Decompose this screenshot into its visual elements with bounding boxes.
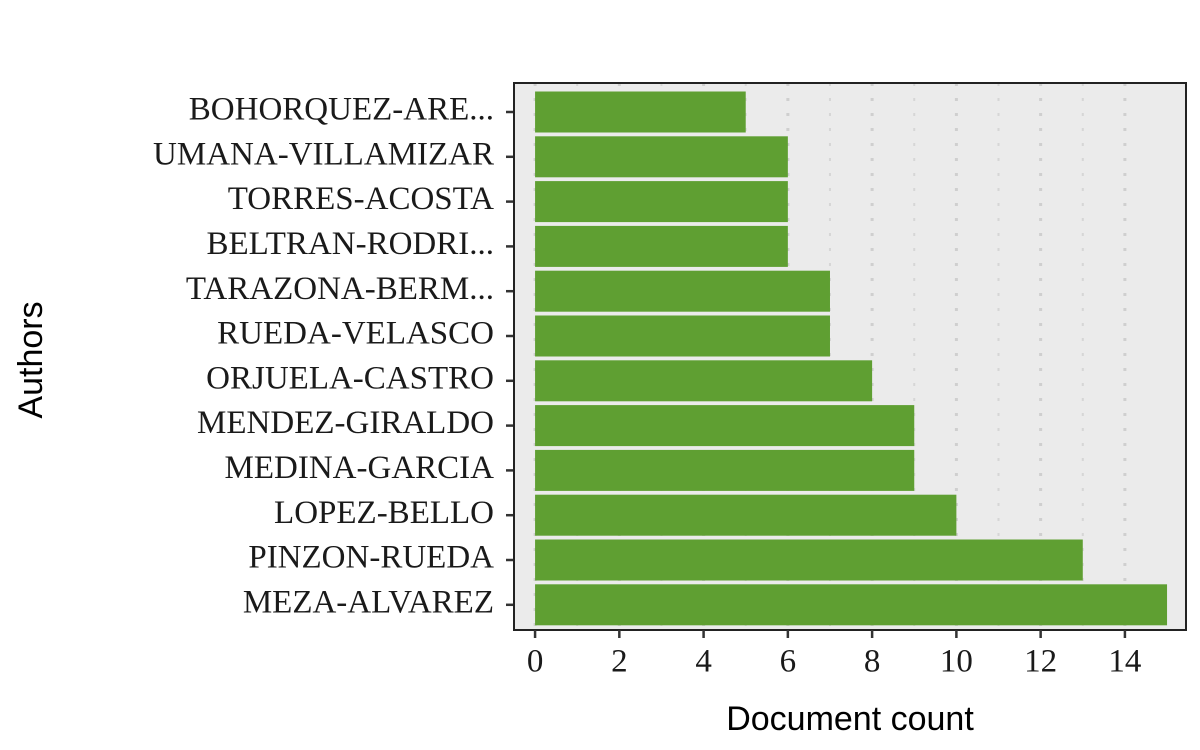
y-tick-label: MEZA-ALVAREZ (243, 584, 494, 620)
y-tick-label: TARAZONA-BERM... (186, 271, 494, 307)
bar (535, 584, 1168, 626)
y-tick-label: RUEDA-VELASCO (217, 316, 494, 352)
bar (535, 91, 746, 133)
bar (535, 270, 830, 312)
x-tick-label: 12 (1024, 644, 1057, 680)
bar (535, 360, 873, 402)
y-tick-label: MEDINA-GARCIA (225, 450, 495, 486)
y-tick-label: ORJUELA-CASTRO (206, 360, 494, 396)
bar (535, 136, 788, 178)
y-tick-label: BELTRAN-RODRI... (206, 226, 494, 262)
x-tick-label: 6 (780, 644, 797, 680)
x-tick-label: 10 (940, 644, 973, 680)
x-axis-title: Document count (726, 700, 974, 738)
y-tick-label: LOPEZ-BELLO (274, 495, 494, 531)
bar (535, 449, 915, 491)
x-tick-label: 4 (695, 644, 712, 680)
y-tick-label: TORRES-ACOSTA (228, 181, 494, 217)
x-tick-label: 14 (1108, 644, 1141, 680)
y-tick-label: PINZON-RUEDA (248, 540, 494, 576)
bar (535, 539, 1083, 581)
y-tick-label: MENDEZ-GIRALDO (197, 405, 494, 441)
y-axis-title: Authors (12, 301, 50, 418)
x-tick-label: 8 (864, 644, 881, 680)
bar (535, 494, 957, 536)
bar (535, 315, 830, 357)
bar (535, 225, 788, 267)
y-tick-label: UMANA-VILLAMIZAR (153, 136, 494, 172)
panel-border (513, 82, 1187, 631)
y-tick-label: BOHORQUEZ-ARE... (189, 92, 494, 128)
x-tick-label: 0 (527, 644, 544, 680)
x-tick-label: 2 (611, 644, 628, 680)
bar (535, 181, 788, 223)
bar (535, 405, 915, 447)
